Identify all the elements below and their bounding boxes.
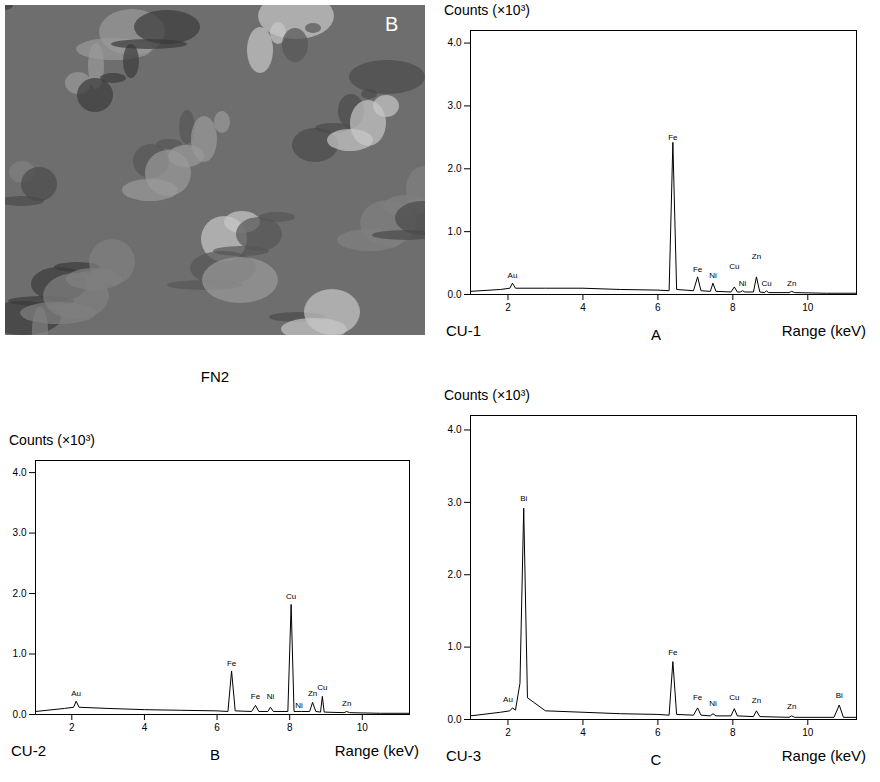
svg-text:Zn: Zn (342, 699, 351, 708)
html-text:C: C (650, 751, 662, 768)
svg-text:Fe: Fe (227, 659, 237, 668)
svg-text:Ni: Ni (739, 279, 747, 288)
svg-text:4: 4 (142, 722, 148, 733)
svg-text:Bi: Bi (520, 494, 527, 503)
html-text:CU-1: CU-1 (446, 322, 481, 339)
svg-text:2.0: 2.0 (448, 163, 462, 174)
svg-text:4.0: 4.0 (448, 424, 462, 435)
svg-text:4.0: 4.0 (13, 467, 27, 478)
svg-text:0.0: 0.0 (448, 289, 462, 300)
svg-text:Fe: Fe (693, 265, 703, 274)
svg-text:2.0: 2.0 (13, 588, 27, 599)
svg-text:8: 8 (730, 727, 736, 738)
svg-text:1.0: 1.0 (448, 226, 462, 237)
html-text:Range (keV): Range (keV) (781, 322, 866, 339)
html-text:Range (keV): Range (keV) (334, 742, 419, 759)
svg-text:2: 2 (69, 722, 75, 733)
svg-text:Cu: Cu (729, 262, 739, 271)
svg-text:Fe: Fe (668, 648, 678, 657)
svg-text:Cu: Cu (761, 279, 771, 288)
svg-text:6: 6 (214, 722, 220, 733)
html-text:CU-3: CU-3 (446, 747, 481, 764)
svg-text:Cu: Cu (286, 592, 296, 601)
svg-text:Fe: Fe (251, 692, 261, 701)
svg-text:0.0: 0.0 (13, 709, 27, 720)
svg-text:10: 10 (802, 727, 814, 738)
svg-text:6: 6 (655, 727, 661, 738)
svg-text:1.0: 1.0 (13, 648, 27, 659)
html-text:FN2: FN2 (200, 368, 230, 385)
html-text:A: A (651, 326, 661, 343)
svg-text:Fe: Fe (693, 693, 703, 702)
svg-text:10: 10 (357, 722, 369, 733)
svg-text:0.0: 0.0 (448, 714, 462, 725)
svg-text:2.0: 2.0 (448, 569, 462, 580)
svg-text:Zn: Zn (752, 696, 761, 705)
svg-text:Bi: Bi (836, 691, 843, 700)
html-text:CU-2: CU-2 (11, 742, 46, 759)
svg-text:4: 4 (580, 302, 586, 313)
svg-text:Au: Au (508, 271, 518, 280)
svg-text:Ni: Ni (295, 701, 303, 710)
svg-text:1.0: 1.0 (448, 641, 462, 652)
svg-text:Au: Au (71, 689, 81, 698)
svg-text:Ni: Ni (709, 271, 717, 280)
svg-text:Zn: Zn (787, 702, 796, 711)
svg-text:Zn: Zn (752, 252, 761, 261)
svg-text:Zn: Zn (787, 279, 796, 288)
svg-text:3.0: 3.0 (13, 527, 27, 538)
svg-text:Zn: Zn (308, 689, 317, 698)
svg-text:Ni: Ni (267, 692, 275, 701)
svg-text:Au: Au (503, 695, 513, 704)
svg-text:B: B (385, 13, 398, 35)
svg-text:Cu: Cu (317, 683, 327, 692)
svg-text:Fe: Fe (668, 133, 678, 142)
svg-text:Ni: Ni (709, 699, 717, 708)
html-text:Counts (×10³): Counts (×10³) (9, 432, 95, 448)
svg-text:4: 4 (580, 727, 586, 738)
svg-text:4.0: 4.0 (448, 37, 462, 48)
svg-text:10: 10 (802, 302, 814, 313)
svg-text:3.0: 3.0 (448, 100, 462, 111)
svg-text:3.0: 3.0 (448, 497, 462, 508)
svg-text:2: 2 (505, 302, 511, 313)
html-text:B: B (210, 746, 220, 763)
html-text:Counts (×10³): Counts (×10³) (444, 387, 530, 403)
svg-text:Cu: Cu (729, 693, 739, 702)
svg-text:6: 6 (655, 302, 661, 313)
html-text:Counts (×10³): Counts (×10³) (444, 2, 530, 18)
svg-text:8: 8 (730, 302, 736, 313)
svg-text:2: 2 (505, 727, 511, 738)
svg-text:8: 8 (287, 722, 293, 733)
html-text:Range (keV): Range (keV) (781, 747, 866, 764)
